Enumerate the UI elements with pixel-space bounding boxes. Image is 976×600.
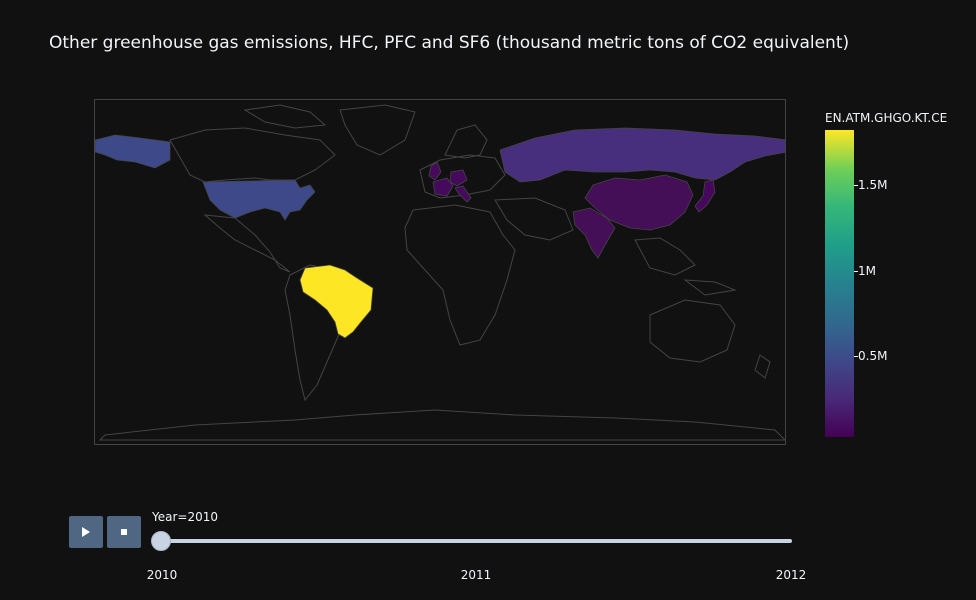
region-brazil[interactable] bbox=[299, 264, 374, 339]
world-map-svg bbox=[95, 104, 786, 441]
region-russia[interactable] bbox=[499, 127, 786, 183]
colorbar-tick-mark bbox=[854, 356, 858, 357]
country-fills bbox=[95, 127, 786, 339]
slider-current-label: Year=2010 bbox=[152, 510, 218, 524]
slider-step-2012[interactable]: 2012 bbox=[775, 568, 807, 582]
colorbar-title: EN.ATM.GHGO.KT.CE bbox=[825, 111, 948, 125]
region-japan[interactable] bbox=[694, 179, 716, 213]
colorbar-tick-1m: 1M bbox=[858, 264, 876, 278]
chart-title: Other greenhouse gas emissions, HFC, PFC… bbox=[49, 33, 850, 53]
year-slider-handle[interactable] bbox=[151, 531, 171, 551]
stop-button[interactable] bbox=[107, 516, 141, 548]
slider-step-2010[interactable]: 2010 bbox=[146, 568, 178, 582]
region-india[interactable] bbox=[572, 207, 616, 259]
colorbar-tick-1-5m: 1.5M bbox=[858, 178, 888, 192]
region-united-kingdom[interactable] bbox=[428, 161, 442, 181]
slider-step-2011[interactable]: 2011 bbox=[460, 568, 492, 582]
country-outlines bbox=[98, 104, 785, 441]
region-france[interactable] bbox=[432, 177, 454, 197]
year-slider-track[interactable] bbox=[161, 539, 792, 543]
world-map[interactable] bbox=[94, 99, 786, 445]
colorbar-tick-mark bbox=[854, 185, 858, 186]
colorbar bbox=[825, 130, 854, 437]
region-italy[interactable] bbox=[454, 185, 472, 203]
region-united-states[interactable] bbox=[202, 179, 316, 221]
colorbar-tick-0-5m: 0.5M bbox=[858, 349, 888, 363]
colorbar-tick-mark bbox=[854, 271, 858, 272]
play-icon bbox=[82, 527, 90, 537]
region-china[interactable] bbox=[584, 174, 694, 231]
region-alaska[interactable] bbox=[95, 134, 171, 169]
play-button[interactable] bbox=[69, 516, 103, 548]
stop-icon bbox=[121, 529, 127, 535]
region-germany[interactable] bbox=[449, 169, 468, 187]
